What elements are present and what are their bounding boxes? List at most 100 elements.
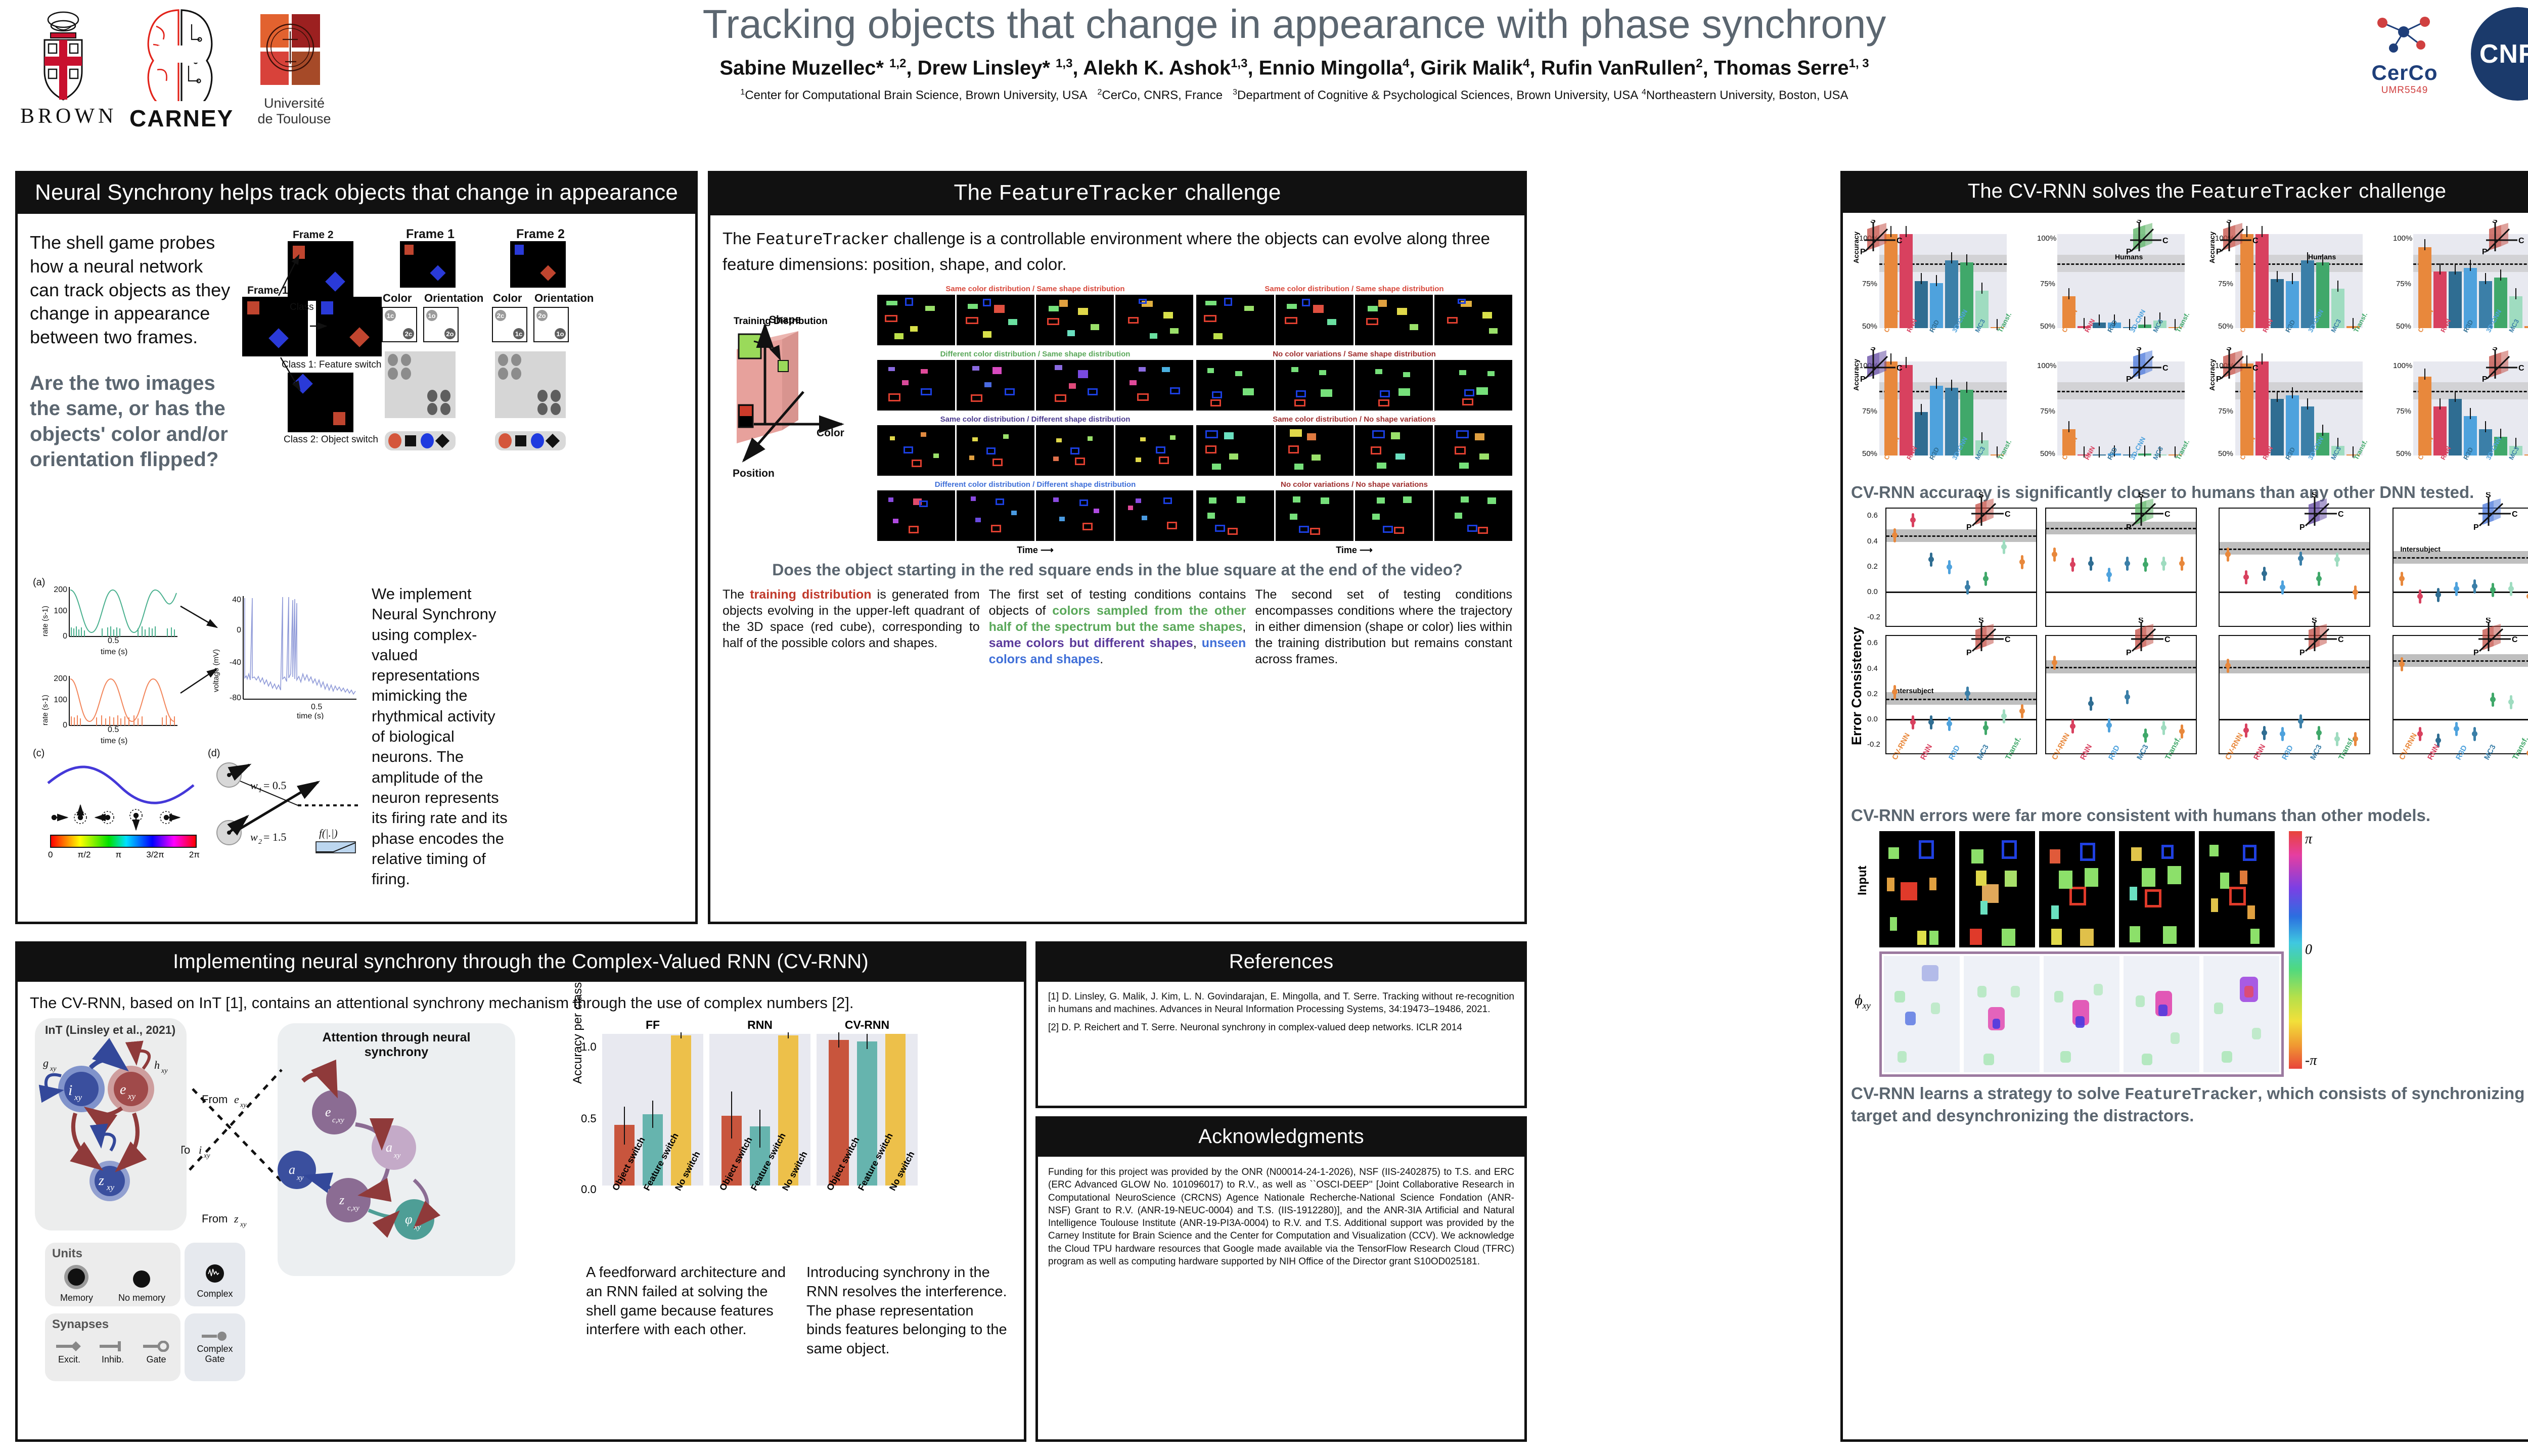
ft-video-frame bbox=[957, 425, 1034, 476]
synapses-legend: Synapses Excit. Inhib. bbox=[45, 1313, 180, 1382]
accuracy-errorbar bbox=[1890, 353, 1891, 365]
accuracy-errorbar bbox=[2159, 312, 2160, 324]
ec-datapoint bbox=[2417, 731, 2423, 737]
accuracy-ytick-75: 75% bbox=[2040, 407, 2056, 416]
ft-video-frame bbox=[877, 294, 955, 345]
svg-text:P: P bbox=[2126, 523, 2132, 532]
accuracy-errorbar bbox=[2307, 398, 2308, 410]
ft-cond-left-1: Different color distribution / Same shap… bbox=[877, 350, 1193, 411]
svg-text:S: S bbox=[1978, 492, 1984, 499]
ec-datapoint bbox=[2262, 570, 2267, 576]
shell-col1-orientation-box: 1o 2o bbox=[423, 307, 459, 342]
svg-text:h: h bbox=[154, 1059, 160, 1071]
svg-text:xy: xy bbox=[106, 1182, 115, 1192]
accuracy-bar bbox=[2433, 271, 2447, 328]
ec-datapoint bbox=[2526, 750, 2528, 756]
ec-datapoint bbox=[2262, 730, 2267, 736]
svg-text:P: P bbox=[2126, 649, 2132, 657]
accuracy-errorbar bbox=[2470, 259, 2471, 271]
ec-ytick: 0.2 bbox=[1867, 562, 1878, 571]
conc3-post: , which consists of synchronizing the ta… bbox=[1851, 1083, 2528, 1125]
ec-datapoint bbox=[2225, 552, 2231, 558]
condition-cube-icon: S C P bbox=[2473, 618, 2518, 657]
ft-intro-post: challenge is a controllable environment … bbox=[723, 229, 1491, 274]
phase-tick-0: 0 bbox=[48, 850, 53, 859]
ec-datapoint bbox=[2471, 583, 2477, 589]
panel-neural-synchrony-body: The shell game probes how a neural netwo… bbox=[18, 214, 695, 932]
accuracy-bar bbox=[2331, 446, 2344, 456]
accuracy-bar bbox=[2479, 429, 2492, 456]
svg-text:C: C bbox=[2518, 364, 2524, 373]
ec-datapoint bbox=[2225, 662, 2231, 668]
accuracy-plot-area bbox=[2057, 361, 2185, 456]
svg-text:w: w bbox=[250, 779, 258, 792]
ec-datapoint bbox=[2088, 700, 2094, 706]
ft-time-label-right: Time ⟶ bbox=[1336, 544, 1373, 555]
panel-featuretracker-title: The FeatureTracker challenge bbox=[710, 173, 1524, 215]
ec-datapoint bbox=[2142, 732, 2148, 738]
shellgame-ytick-0p5: 0.5 bbox=[581, 1112, 597, 1125]
accuracy-errorbar bbox=[2292, 273, 2293, 284]
accuracy-bar bbox=[2524, 326, 2528, 328]
accuracy-errorbar bbox=[2114, 314, 2115, 326]
reference-item-1: [1] D. Linsley, G. Malik, J. Kim, L. N. … bbox=[1048, 991, 1514, 1015]
accuracy-errorbar bbox=[2084, 318, 2085, 330]
intersubject-band bbox=[1886, 692, 2036, 705]
ec-datapoint bbox=[2124, 560, 2130, 566]
input-frame bbox=[2199, 831, 2275, 947]
error-consistency-subplot: -0.2 0.0 0.2 0.4 0.6 S C P bbox=[1867, 492, 2042, 635]
accuracy-errorbar bbox=[2337, 438, 2338, 449]
inhibitory-synapse-icon bbox=[100, 1341, 121, 1352]
panel-acknowledgments-title: Acknowledgments bbox=[1038, 1119, 1524, 1157]
phase-tick-3: 3/2π bbox=[146, 850, 164, 859]
ec-plot-area bbox=[2392, 508, 2528, 627]
accuracy-errorbar bbox=[2470, 407, 2471, 419]
ft-video-frame bbox=[1434, 490, 1512, 541]
ft-conditions-left: Same color distribution / Same shape dis… bbox=[877, 285, 1193, 556]
error-consistency-ylabel: Error Consistency bbox=[1849, 627, 1864, 746]
accuracy-errorbar bbox=[1906, 357, 1907, 369]
accuracy-subplot-grid: Accuracy100%75%50%CV-RNNRNNR3D3D-CNNMC3T… bbox=[1851, 220, 2528, 475]
shell-game-intro: The shell game probes how a neural netwo… bbox=[30, 232, 231, 348]
humans-mean-line bbox=[1879, 390, 2007, 392]
intersubject-line bbox=[1886, 535, 2036, 537]
svg-text:z: z bbox=[98, 1173, 104, 1189]
svg-text:xy: xy bbox=[414, 1223, 421, 1232]
cerco-graph-icon bbox=[2377, 17, 2430, 53]
accuracy-bar bbox=[1930, 283, 1943, 328]
ft-intro: The FeatureTracker challenge is a contro… bbox=[723, 226, 1512, 277]
accuracy-ytick-100: 100% bbox=[2393, 234, 2413, 243]
carney-wordmark: CARNEY bbox=[129, 105, 234, 131]
phase-colorbar-right bbox=[2289, 831, 2302, 1069]
accuracy-errorbar bbox=[2175, 446, 2176, 458]
ft-question: Does the object starting in the red squa… bbox=[772, 560, 1463, 579]
accuracy-bar bbox=[2449, 399, 2462, 456]
shell-frame2-label-top: Frame 2 bbox=[293, 229, 334, 241]
svg-text:e: e bbox=[120, 1082, 126, 1098]
accuracy-errorbar bbox=[2175, 319, 2176, 330]
cvrnn-content: InT (Linsley et al., 2021) bbox=[30, 982, 1012, 1418]
unit-1c: 1c bbox=[385, 310, 396, 321]
accuracy-bar bbox=[1975, 290, 1989, 328]
phase-plot: 0 π/2 π 3/2π 2π bbox=[45, 759, 200, 859]
accuracy-bar bbox=[2271, 279, 2284, 328]
panel-cvrnn-body: The CV-RNN, based on InT [1], contains a… bbox=[18, 982, 1024, 1429]
ec-datapoint bbox=[2298, 718, 2304, 724]
accuracy-errorbar bbox=[2353, 446, 2354, 458]
accuracy-errorbar bbox=[2144, 316, 2145, 328]
ft-video-frame bbox=[1036, 425, 1114, 476]
toulouse-wordmark-line1: Université bbox=[263, 95, 325, 111]
brown-logo: BROWN bbox=[20, 9, 117, 128]
accuracy-plot-area bbox=[2057, 234, 2185, 328]
svg-text:P: P bbox=[2482, 248, 2488, 255]
cerco-umr-label: UMR5549 bbox=[2381, 85, 2428, 96]
svg-text:= 1.5: = 1.5 bbox=[263, 831, 286, 843]
accuracy-errorbar bbox=[2246, 226, 2247, 237]
unit-2o-b: 2o bbox=[536, 310, 548, 321]
accuracy-errorbar bbox=[1890, 226, 1891, 237]
intersubject-band bbox=[2046, 660, 2196, 673]
accuracy-subplot: 100% 75% 50% Humans CV-RNN RNN R3D 3D-CNN MC3 Tra… bbox=[2029, 220, 2207, 347]
brown-wordmark: BROWN bbox=[20, 105, 117, 128]
accuracy-bar bbox=[1915, 412, 1928, 456]
ec-datapoint bbox=[2316, 575, 2322, 581]
